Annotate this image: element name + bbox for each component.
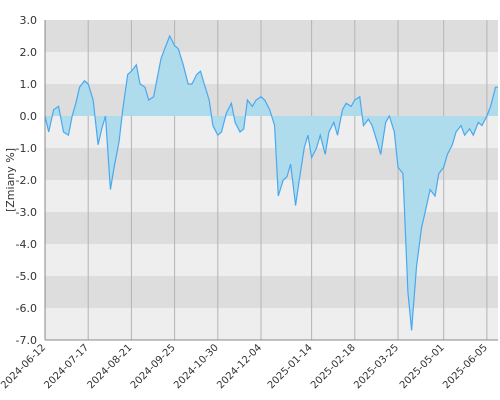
grid-band	[45, 52, 498, 84]
x-tick-label: 2024-10-30	[172, 342, 221, 391]
x-tick-label: 2024-09-25	[129, 342, 178, 391]
y-axis-label: [Zmiany %]	[4, 148, 17, 212]
y-tick-label: 2.0	[20, 46, 38, 59]
x-tick-label: 2025-06-05	[441, 342, 490, 391]
grid-band	[45, 84, 498, 116]
y-tick-label: -3.0	[16, 206, 37, 219]
y-tick-label: -7.0	[16, 334, 37, 347]
x-tick-label: 2025-01-14	[266, 342, 315, 391]
y-axis-ticks: 3.0 2.0 1.0 0.0 -1.0 -2.0 -3.0 -4.0 -5.0 -6.0 -7.0	[16, 14, 37, 347]
y-tick-label: 0.0	[20, 110, 38, 123]
x-tick-label: 2024-06-12	[0, 342, 48, 391]
y-tick-label: -1.0	[16, 142, 37, 155]
x-tick-label: 2025-03-25	[352, 342, 401, 391]
grid-band	[45, 20, 498, 52]
x-tick-label: 2024-12-04	[215, 342, 264, 391]
series-line	[44, 34, 498, 331]
x-tick-label: 2024-07-17	[42, 342, 91, 391]
x-axis-ticks: 2024-06-122024-07-172024-08-212024-09-25…	[0, 342, 490, 391]
y-tick-label: -2.0	[16, 174, 37, 187]
y-tick-label: 3.0	[20, 14, 38, 27]
y-tick-label: -6.0	[16, 302, 37, 315]
plot-frame	[44, 20, 498, 341]
y-tick-label: 1.0	[20, 78, 38, 91]
grid-band	[45, 212, 498, 244]
x-tick-label: 2025-05-01	[398, 342, 447, 391]
x-tick-label: 2024-08-21	[86, 342, 135, 391]
series-area	[45, 36, 498, 331]
grid-band	[45, 308, 498, 340]
x-tick-label: 2025-02-18	[309, 342, 358, 391]
grid-band	[45, 244, 498, 276]
y-tick-label: -5.0	[16, 270, 37, 283]
y-tick-label: -4.0	[16, 238, 37, 251]
grid-band	[45, 276, 498, 308]
